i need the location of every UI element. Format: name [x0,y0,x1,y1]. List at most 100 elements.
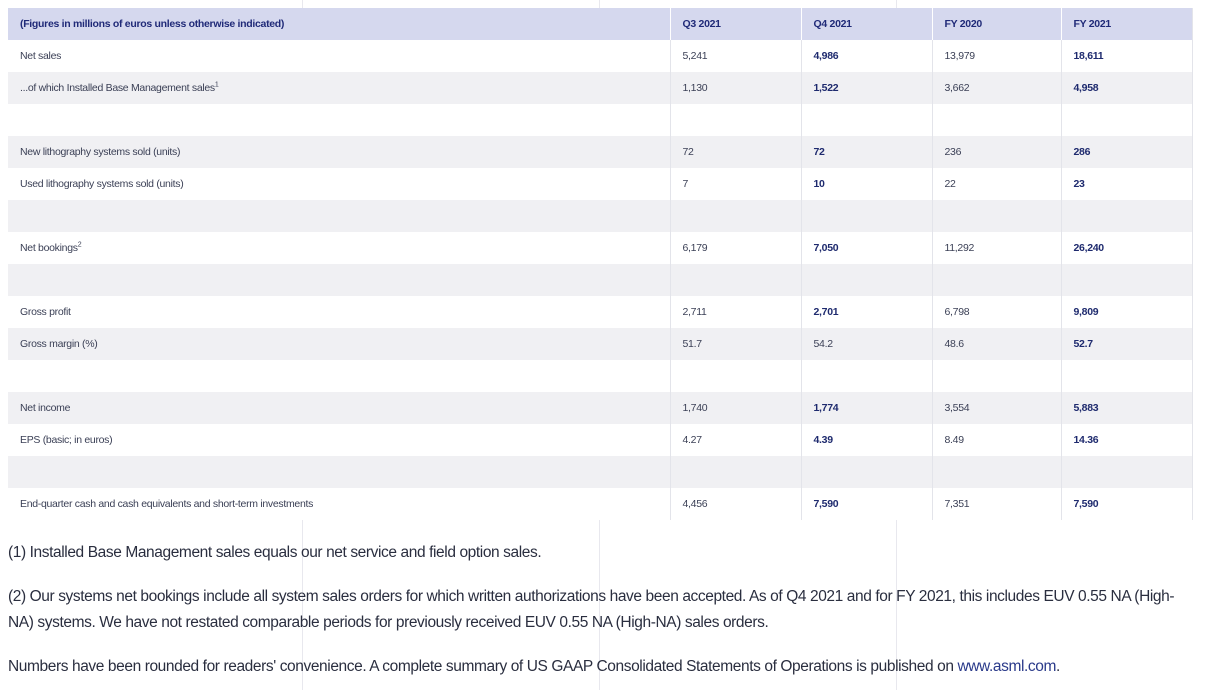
table-body: Net sales 5,241 4,986 13,979 18,611 ...of whi… [8,40,1193,520]
cell-q3-2021 [670,264,802,296]
row-label: ...of which Installed Base Management sa… [8,72,671,104]
cell-q3-2021: 1,130 [670,72,802,104]
header-q3-2021: Q3 2021 [670,8,802,40]
row-label-text: New lithography systems sold (units) [20,146,181,158]
footnote-marker: 1 [214,81,219,89]
cell-q4-2021 [801,360,933,392]
cell-fy-2020 [932,456,1062,488]
financial-summary-table: (Figures in millions of euros unless oth… [8,8,1193,520]
row-label: Gross profit [8,296,671,328]
row-label: Net sales [8,40,671,72]
row-label: Net bookings2 [8,232,671,264]
cell-q4-2021: 4,986 [801,40,933,72]
table-header-row: (Figures in millions of euros unless oth… [8,8,1193,40]
row-label-text: Gross margin (%) [20,338,98,350]
cell-q3-2021: 2,711 [670,296,802,328]
cell-fy-2020: 7,351 [932,488,1062,520]
table-row: Gross margin (%) 51.7 54.2 48.6 52.7 [8,328,1193,360]
cell-fy-2021: 7,590 [1061,488,1193,520]
row-label-text: Gross profit [20,306,71,318]
cell-fy-2021: 9,809 [1061,296,1193,328]
cell-fy-2020: 8.49 [932,424,1062,456]
cell-q3-2021 [670,104,802,136]
row-label [8,104,671,136]
financial-table-container: (Figures in millions of euros unless oth… [8,8,1193,520]
table-row: Used lithography systems sold (units) 7 10… [8,168,1193,200]
row-label: End-quarter cash and cash equivalents an… [8,488,671,520]
row-label: Net income [8,392,671,424]
cell-fy-2021 [1061,104,1193,136]
cell-q4-2021: 72 [801,136,933,168]
cell-q3-2021: 6,179 [670,232,802,264]
table-row: Net income 1,740 1,774 3,554 5,883 [8,392,1193,424]
cell-fy-2021: 18,611 [1061,40,1193,72]
asml-website-link[interactable]: www.asml.com [957,658,1056,675]
cell-q4-2021: 1,774 [801,392,933,424]
row-label: New lithography systems sold (units) [8,136,671,168]
cell-fy-2021 [1061,200,1193,232]
row-label: Gross margin (%) [8,328,671,360]
cell-fy-2020 [932,104,1062,136]
table-row [8,104,1193,136]
header-fy-2020: FY 2020 [932,8,1062,40]
row-label [8,456,671,488]
cell-q4-2021 [801,104,933,136]
cell-q3-2021: 1,740 [670,392,802,424]
cell-fy-2020: 48.6 [932,328,1062,360]
cell-fy-2020: 3,554 [932,392,1062,424]
row-label: Used lithography systems sold (units) [8,168,671,200]
cell-q3-2021: 7 [670,168,802,200]
footnote-2: (2) Our systems net bookings include all… [8,588,1175,631]
row-label-text: Net bookings [20,242,78,254]
table-row: End-quarter cash and cash equivalents an… [8,488,1193,520]
cell-q3-2021 [670,456,802,488]
row-label-text: Net income [20,402,71,414]
cell-fy-2020: 3,662 [932,72,1062,104]
cell-fy-2020: 6,798 [932,296,1062,328]
cell-fy-2021: 4,958 [1061,72,1193,104]
row-label [8,200,671,232]
cell-q4-2021 [801,456,933,488]
row-label: EPS (basic; in euros) [8,424,671,456]
table-row: EPS (basic; in euros) 4.27 4.39 8.49 14.36 [8,424,1193,456]
table-row [8,264,1193,296]
cell-q4-2021 [801,264,933,296]
cell-fy-2021 [1061,360,1193,392]
cell-q4-2021: 10 [801,168,933,200]
cell-fy-2021: 23 [1061,168,1193,200]
cell-fy-2021 [1061,456,1193,488]
cell-fy-2021 [1061,264,1193,296]
cell-fy-2021: 5,883 [1061,392,1193,424]
table-row: Net bookings2 6,179 7,050 11,292 26,240 [8,232,1193,264]
row-label-text: Net sales [20,50,62,62]
row-label-text: ...of which Installed Base Management sa… [20,82,215,94]
cell-fy-2020 [932,264,1062,296]
cell-fy-2021: 26,240 [1061,232,1193,264]
table-row [8,360,1193,392]
cell-fy-2020: 22 [932,168,1062,200]
rounding-note: Numbers have been rounded for readers' c… [8,654,1060,680]
row-label [8,360,671,392]
cell-q4-2021: 7,590 [801,488,933,520]
row-label-text: End-quarter cash and cash equivalents an… [20,498,314,510]
cell-q3-2021 [670,360,802,392]
table-row: Net sales 5,241 4,986 13,979 18,611 [8,40,1193,72]
cell-q3-2021: 4,456 [670,488,802,520]
header-q4-2021: Q4 2021 [801,8,933,40]
footnote-1: (1) Installed Base Management sales equa… [8,544,542,561]
cell-q3-2021 [670,200,802,232]
cell-q4-2021: 7,050 [801,232,933,264]
table-row: Gross profit 2,711 2,701 6,798 9,809 [8,296,1193,328]
table-row [8,456,1193,488]
cell-fy-2021: 52.7 [1061,328,1193,360]
cell-q4-2021: 54.2 [801,328,933,360]
cell-q3-2021: 5,241 [670,40,802,72]
header-fy-2021: FY 2021 [1061,8,1193,40]
cell-fy-2020: 13,979 [932,40,1062,72]
table-row: ...of which Installed Base Management sa… [8,72,1193,104]
cell-fy-2021: 14.36 [1061,424,1193,456]
header-description: (Figures in millions of euros unless oth… [8,8,671,40]
cell-q4-2021: 1,522 [801,72,933,104]
footnote-marker: 2 [77,241,82,249]
cell-q3-2021: 4.27 [670,424,802,456]
